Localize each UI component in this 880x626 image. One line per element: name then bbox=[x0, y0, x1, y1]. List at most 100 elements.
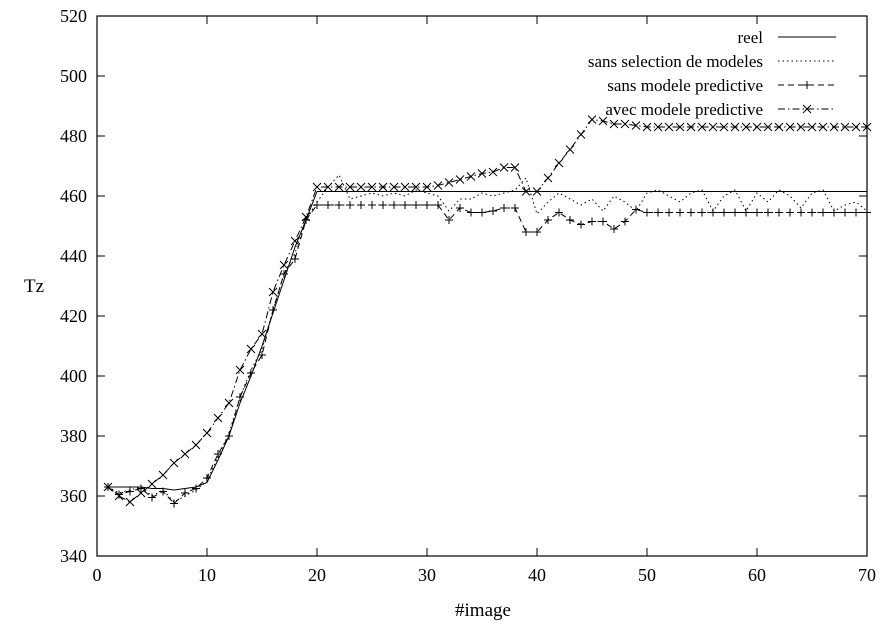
plus-marker bbox=[357, 201, 365, 209]
plus-marker bbox=[423, 201, 431, 209]
cross-marker bbox=[334, 182, 344, 192]
cross-marker bbox=[642, 122, 652, 132]
x-tick-label: 70 bbox=[858, 565, 876, 585]
cross-marker bbox=[301, 212, 311, 222]
y-tick-label: 400 bbox=[60, 366, 87, 386]
cross-marker bbox=[785, 122, 795, 132]
plus-marker bbox=[467, 208, 475, 217]
plus-marker bbox=[621, 217, 629, 226]
cross-marker bbox=[147, 479, 157, 489]
series-line-4 bbox=[107, 118, 867, 503]
cross-marker bbox=[499, 163, 509, 172]
cross-marker bbox=[400, 182, 410, 192]
cross-marker bbox=[444, 178, 454, 187]
cross-marker bbox=[367, 182, 377, 192]
plus-marker bbox=[500, 204, 508, 212]
y-tick-label: 420 bbox=[60, 306, 87, 326]
cross-marker bbox=[202, 428, 212, 438]
x-tick-label: 0 bbox=[93, 565, 102, 585]
plus-marker bbox=[731, 208, 739, 217]
plus-marker bbox=[126, 487, 134, 496]
plus-marker bbox=[214, 450, 222, 458]
plus-marker bbox=[445, 216, 453, 224]
cross-marker bbox=[554, 158, 564, 168]
plus-marker bbox=[599, 217, 607, 226]
cross-marker bbox=[609, 119, 619, 129]
plus-marker bbox=[379, 201, 387, 209]
plus-marker bbox=[258, 351, 266, 359]
cross-marker bbox=[840, 122, 850, 132]
cross-marker bbox=[708, 122, 718, 132]
cross-marker bbox=[323, 182, 333, 192]
cross-marker bbox=[477, 169, 487, 178]
plus-marker bbox=[852, 208, 860, 217]
series-line-3 bbox=[107, 204, 867, 505]
plus-marker bbox=[291, 255, 299, 263]
series-line-2 bbox=[107, 174, 868, 503]
plus-marker bbox=[632, 205, 640, 214]
cross-marker bbox=[191, 440, 201, 450]
cross-marker bbox=[246, 344, 256, 354]
cross-marker bbox=[631, 121, 641, 130]
x-axis-label: #image bbox=[455, 600, 511, 621]
plus-marker bbox=[181, 489, 189, 497]
cross-marker bbox=[136, 488, 146, 498]
cross-marker bbox=[565, 145, 575, 154]
x-tick-label: 20 bbox=[308, 565, 326, 585]
cross-marker bbox=[312, 182, 322, 192]
y-tick-label: 460 bbox=[60, 186, 87, 206]
cross-marker bbox=[675, 122, 685, 132]
cross-marker bbox=[224, 398, 234, 408]
plus-marker bbox=[555, 208, 563, 217]
cross-marker bbox=[268, 287, 278, 297]
y-axis-label: Tz bbox=[24, 276, 44, 297]
cross-marker bbox=[389, 182, 399, 192]
cross-marker bbox=[378, 182, 388, 192]
legend: reel sans selection de modeles sans modele… bbox=[588, 28, 836, 119]
plus-marker bbox=[654, 208, 662, 217]
plus-marker bbox=[225, 432, 233, 440]
plus-marker bbox=[643, 208, 651, 217]
cross-marker bbox=[411, 182, 421, 192]
cross-marker bbox=[213, 413, 223, 423]
cross-marker bbox=[290, 236, 300, 246]
plus-marker bbox=[808, 208, 816, 217]
plus-marker bbox=[775, 208, 783, 217]
cross-marker bbox=[730, 122, 740, 132]
cross-marker bbox=[103, 482, 113, 492]
plus-marker bbox=[797, 208, 805, 217]
plus-marker bbox=[115, 490, 123, 499]
plus-marker bbox=[533, 228, 541, 236]
plus-marker bbox=[368, 201, 376, 209]
cross-marker bbox=[356, 182, 366, 192]
plus-marker bbox=[698, 208, 706, 217]
plus-marker bbox=[324, 201, 332, 209]
cross-marker bbox=[664, 122, 674, 132]
cross-marker bbox=[576, 130, 586, 139]
cross-marker bbox=[279, 260, 289, 270]
x-tick-label: 10 bbox=[198, 565, 216, 585]
series-lines bbox=[107, 118, 868, 505]
plus-marker bbox=[566, 216, 574, 224]
plus-marker bbox=[159, 487, 167, 496]
cross-marker bbox=[620, 119, 630, 129]
plus-marker bbox=[247, 369, 255, 377]
cross-marker bbox=[741, 122, 751, 132]
plus-marker bbox=[478, 208, 486, 217]
plus-marker bbox=[401, 201, 409, 209]
cross-marker bbox=[422, 182, 432, 192]
y-tick-label: 360 bbox=[60, 486, 87, 506]
plus-marker bbox=[742, 208, 750, 217]
plus-marker bbox=[577, 220, 585, 229]
plot-frame bbox=[96, 15, 868, 557]
plus-marker bbox=[148, 493, 156, 502]
cross-marker bbox=[257, 329, 267, 339]
plus-marker bbox=[434, 201, 442, 209]
plus-marker bbox=[522, 228, 530, 236]
cross-marker bbox=[521, 187, 531, 196]
plus-marker bbox=[280, 270, 288, 278]
x-tick-label: 30 bbox=[418, 565, 436, 585]
cross-marker bbox=[543, 173, 553, 183]
cross-marker bbox=[158, 470, 168, 480]
legend-label: sans modele predictive bbox=[607, 76, 763, 95]
